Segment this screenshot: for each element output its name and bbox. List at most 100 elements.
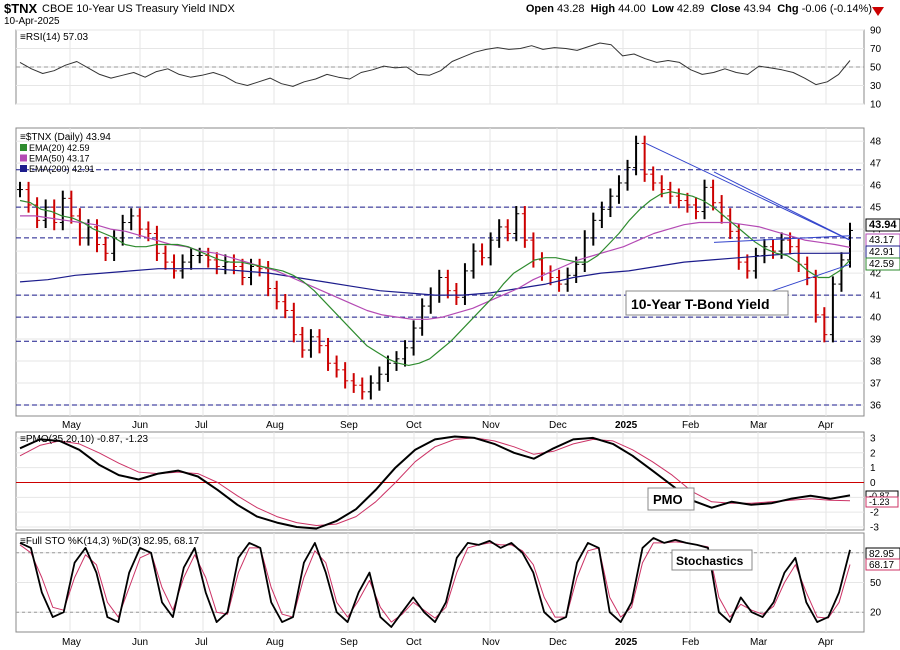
pmo-annotation-box: [647, 487, 695, 511]
pmo-line: [19, 435, 851, 530]
y-tick-label: 3: [870, 433, 876, 444]
x-tick-label: 2025: [615, 420, 638, 431]
x-tick-label: Nov: [482, 420, 500, 431]
price-legend-item: EMA(20) 42.59: [29, 143, 90, 153]
y-tick-label: 48: [870, 137, 882, 148]
y-tick-label: 41: [870, 291, 882, 302]
close-label: Close: [710, 3, 741, 15]
y-tick-label: 10: [870, 100, 882, 111]
down-triangle-icon: [872, 7, 884, 16]
legend-swatch: [20, 165, 27, 172]
sto-badge-box: [865, 558, 900, 571]
y-tick-label: 46: [870, 181, 882, 192]
x-tick-label-bottom: May: [62, 637, 81, 648]
x-tick-label: Jul: [195, 420, 208, 431]
x-tick-label: Feb: [682, 420, 700, 431]
x-tick-label-bottom: Jul: [195, 637, 208, 648]
trendline: [759, 263, 851, 296]
price-badge-box: [865, 257, 900, 271]
high-label: High: [590, 3, 616, 15]
price-badge: 42.59: [869, 259, 894, 270]
open-value: 43.28: [557, 3, 585, 15]
close-value: 43.94: [743, 3, 772, 15]
high-value: 44.00: [618, 3, 646, 15]
rsi-line: [19, 42, 851, 87]
ohlc-readout: Open 43.28 High 44.00 Low 42.89 Close 43…: [526, 3, 872, 15]
x-tick-label: Aug: [266, 420, 284, 431]
y-tick-label: 42: [870, 269, 882, 280]
panel-frame-pmo: [15, 431, 865, 531]
x-tick-label: Apr: [818, 420, 834, 431]
y-tick-label: 30: [870, 81, 882, 92]
pmo-annotation: PMO: [653, 492, 683, 507]
rsi-legend: ≡RSI(14) 57.03: [20, 32, 89, 43]
low-label: Low: [651, 3, 674, 15]
ema20-line: [19, 191, 851, 366]
y-tick-label: 50: [870, 578, 882, 589]
pmo-badge: -0.87: [869, 491, 890, 501]
trendline: [645, 142, 851, 241]
x-tick-label: Oct: [406, 420, 422, 431]
price-badge: 42.91: [869, 247, 894, 258]
x-tick-label-bottom: Nov: [482, 637, 500, 648]
open-label: Open: [525, 3, 554, 15]
x-tick-label-bottom: 2025: [615, 637, 638, 648]
x-tick-label: Sep: [340, 420, 358, 431]
x-tick-label: May: [62, 420, 81, 431]
price-badge: 43.17: [869, 235, 894, 246]
price-badge: 43.94: [869, 219, 897, 231]
legend-swatch: [20, 144, 27, 151]
y-tick-label: 70: [870, 44, 882, 55]
y-tick-label: 38: [870, 357, 882, 368]
chart-date: 10-Apr-2025: [4, 16, 60, 27]
y-tick-label: 2: [870, 448, 876, 459]
y-tick-label: -2: [870, 508, 879, 519]
x-tick-label-bottom: Oct: [406, 637, 422, 648]
y-tick-label: 90: [870, 26, 882, 37]
x-tick-label-bottom: Mar: [750, 637, 768, 648]
security-name: CBOE 10-Year US Treasury Yield: [42, 3, 206, 15]
price-badge-box: [865, 218, 900, 232]
trendline: [713, 235, 851, 243]
y-tick-label: 47: [870, 159, 882, 170]
y-tick-label: 36: [870, 401, 882, 412]
y-tick-label: 40: [870, 313, 882, 324]
ema200-line: [19, 252, 851, 296]
y-tick-label: 1: [870, 463, 876, 474]
sto-badge: 68.17: [869, 560, 894, 571]
y-tick-label: 0: [870, 478, 876, 489]
y-tick-label: 37: [870, 379, 882, 390]
price-legend-item: EMA(200) 42.91: [29, 164, 95, 174]
x-tick-label-bottom: Dec: [549, 637, 567, 648]
x-tick-label: Mar: [750, 420, 768, 431]
x-tick-label-bottom: Aug: [266, 637, 284, 648]
x-tick-label: Dec: [549, 420, 567, 431]
x-tick-label-bottom: Jun: [132, 637, 148, 648]
pmo-legend: ≡PMO(35,20,10) -0.87, -1.23: [20, 434, 149, 445]
x-tick-label: Jun: [132, 420, 148, 431]
sto-annotation: Stochastics: [676, 554, 744, 568]
y-tick-label: 20: [870, 608, 882, 619]
low-value: 42.89: [676, 3, 705, 15]
price-legend-title: ≡$TNX (Daily) 43.94: [20, 132, 111, 143]
panel-frame-price: [15, 127, 865, 417]
sto-badge: 82.95: [869, 549, 894, 560]
chg-value: -0.06 (-0.14%): [801, 3, 872, 15]
price-annotation-box: [625, 290, 789, 316]
y-tick-label: -3: [870, 523, 879, 534]
chg-label: Chg: [777, 3, 799, 15]
symbol-label: $TNX: [4, 1, 38, 16]
trendline: [713, 171, 851, 241]
pmo-badge-box: [865, 496, 899, 508]
price-annotation: 10-Year T-Bond Yield: [631, 296, 770, 312]
symbol-name: CBOE 10-Year US Treasury Yield INDX: [42, 3, 235, 15]
x-tick-label-bottom: Apr: [818, 637, 834, 648]
legend-swatch: [20, 154, 27, 162]
ema50-line: [20, 215, 851, 320]
y-tick-label: 45: [870, 203, 882, 214]
y-tick-label: 39: [870, 335, 882, 346]
x-tick-label-bottom: Sep: [340, 637, 358, 648]
y-tick-label: 50: [870, 63, 882, 74]
exchange-label: INDX: [208, 3, 235, 15]
sto-annotation-box: [671, 549, 753, 571]
